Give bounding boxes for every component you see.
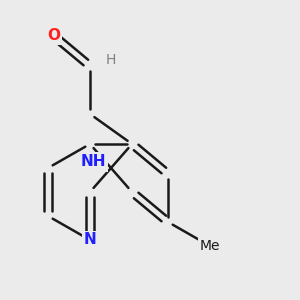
Text: O: O [47, 28, 61, 44]
Text: N: N [84, 232, 96, 247]
Text: Me: Me [200, 239, 220, 253]
Text: H: H [106, 53, 116, 67]
Text: NH: NH [80, 154, 106, 169]
